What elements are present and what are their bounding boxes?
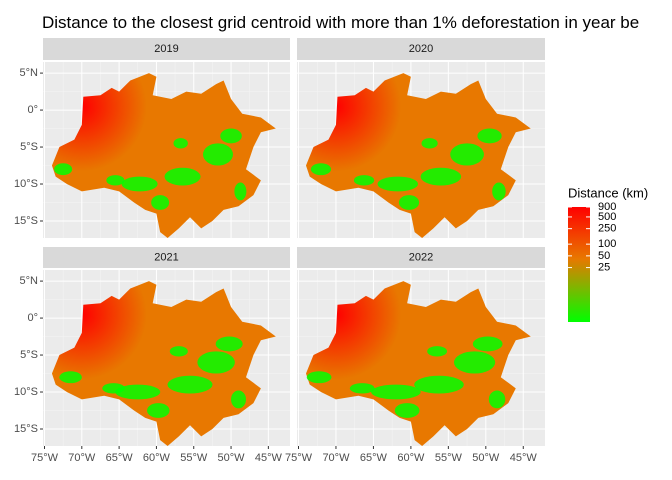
deforestation-patch — [102, 383, 125, 394]
facet-label: 2019 — [154, 43, 178, 55]
deforestation-patch — [115, 384, 161, 400]
deforestation-patch — [310, 163, 332, 176]
deforestation-patch — [398, 195, 420, 210]
deforestation-patch — [349, 383, 375, 394]
facet-label: 2020 — [409, 43, 433, 55]
deforestation-patch — [353, 175, 375, 186]
deforestation-patch — [231, 390, 247, 409]
x-tick-label: 50°W — [472, 452, 500, 464]
deforestation-patch — [151, 195, 170, 210]
legend-label: 900 — [598, 201, 616, 213]
deforestation-patch — [54, 163, 73, 176]
deforestation-patch — [106, 175, 125, 186]
x-tick-label: 75°W — [285, 452, 313, 464]
y-tick-label: 10°S — [14, 386, 38, 398]
x-tick-label: 45°W — [255, 452, 283, 464]
deforestation-patch — [472, 336, 503, 352]
deforestation-patch — [169, 346, 188, 357]
legend-label: 500 — [598, 211, 616, 223]
legend-label: 250 — [598, 223, 616, 235]
deforestation-patch — [202, 143, 233, 166]
map-region — [305, 73, 531, 238]
y-tick-label: 5°N — [20, 67, 39, 79]
facet-label: 2021 — [154, 251, 178, 263]
x-tick-label: 60°W — [397, 452, 425, 464]
legend-label: 25 — [598, 261, 610, 273]
deforestation-patch — [59, 371, 82, 384]
chart-title: Distance to the closest grid centroid wi… — [42, 13, 639, 32]
x-tick-label: 70°W — [68, 452, 96, 464]
x-tick-label: 70°W — [322, 452, 350, 464]
deforestation-patch — [377, 176, 419, 192]
x-tick-label: 50°W — [218, 452, 246, 464]
y-tick-label: 15°S — [14, 215, 38, 227]
legend-label: 50 — [598, 250, 610, 262]
y-tick-label: 5°S — [20, 141, 38, 153]
strip — [297, 38, 545, 60]
legend-title: Distance (km) — [568, 185, 648, 200]
x-tick-label: 60°W — [143, 452, 171, 464]
y-tick-label: 0° — [27, 312, 38, 324]
deforestation-patch — [306, 371, 332, 384]
deforestation-patch — [215, 336, 243, 352]
y-tick-label: 5°S — [20, 349, 38, 361]
y-tick-label: 10°S — [14, 178, 38, 190]
deforestation-patch — [421, 138, 438, 149]
x-tick-label: 55°W — [435, 452, 463, 464]
deforestation-patch — [453, 351, 496, 374]
y-tick-label: 0° — [27, 104, 38, 116]
x-tick-label: 55°W — [180, 452, 208, 464]
x-tick-label: 75°W — [31, 452, 59, 464]
strip — [297, 247, 545, 268]
map-region — [305, 281, 531, 446]
x-tick-label: 65°W — [106, 452, 134, 464]
deforestation-patch — [488, 390, 506, 409]
deforestation-patch — [220, 128, 242, 144]
deforestation-patch — [197, 351, 235, 374]
x-tick-label: 65°W — [360, 452, 388, 464]
deforestation-patch — [121, 176, 158, 192]
deforestation-patch — [477, 128, 502, 144]
facet-label: 2022 — [409, 251, 433, 263]
deforestation-patch — [164, 167, 201, 186]
deforestation-patch — [394, 403, 420, 418]
deforestation-patch — [420, 167, 462, 186]
strip — [43, 38, 290, 60]
deforestation-patch — [147, 403, 170, 418]
map-region — [51, 73, 276, 238]
deforestation-patch — [371, 384, 421, 400]
strip — [43, 247, 290, 268]
deforestation-patch — [414, 375, 464, 394]
deforestation-patch — [173, 138, 188, 149]
deforestation-patch — [450, 143, 484, 166]
y-tick-label: 5°N — [20, 275, 39, 287]
map-region — [51, 281, 276, 446]
legend-label: 100 — [598, 238, 616, 250]
deforestation-patch — [234, 182, 247, 201]
y-tick-label: 15°S — [14, 423, 38, 435]
deforestation-patch — [427, 346, 448, 357]
x-tick-label: 45°W — [510, 452, 538, 464]
deforestation-patch — [167, 375, 213, 394]
legend-colorbar — [568, 207, 590, 322]
deforestation-patch — [492, 182, 506, 201]
